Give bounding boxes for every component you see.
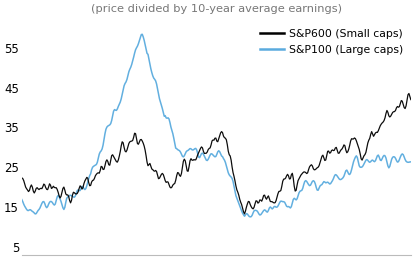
Legend: S&P600 (Small caps), S&P100 (Large caps): S&P600 (Small caps), S&P100 (Large caps) xyxy=(258,27,405,57)
Title: (price divided by 10-year average earnings): (price divided by 10-year average earnin… xyxy=(91,4,342,14)
